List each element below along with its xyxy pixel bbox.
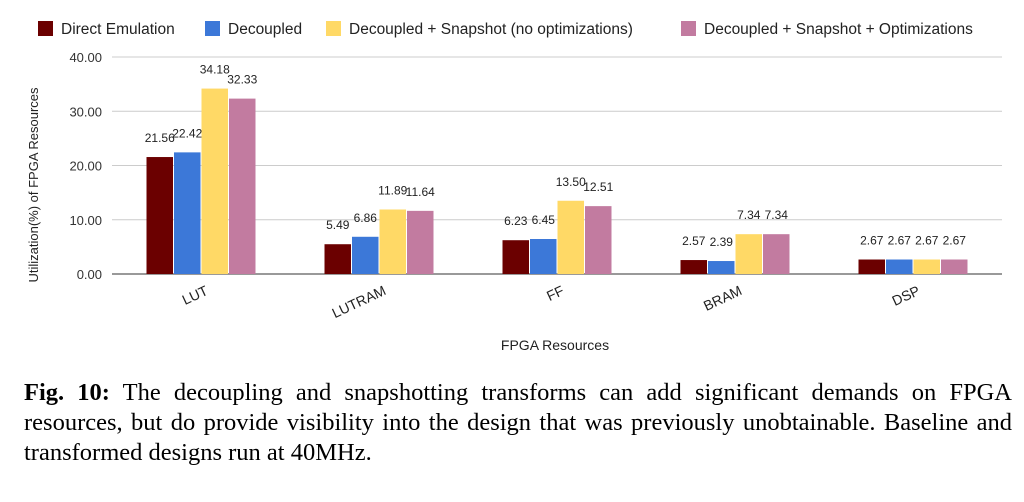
legend-swatch [205, 21, 220, 36]
bar [763, 234, 790, 274]
bar-value-label: 6.45 [532, 213, 556, 227]
bar [735, 234, 762, 274]
bar [352, 236, 379, 274]
bar-value-label: 21.56 [145, 131, 175, 145]
bar-value-label: 34.18 [200, 63, 230, 77]
bar-value-label: 7.34 [737, 208, 761, 222]
y-tick-label: 40.00 [69, 50, 102, 65]
bar-value-label: 6.86 [354, 211, 378, 225]
legend-swatch [681, 21, 696, 36]
bar-value-label: 22.42 [172, 126, 202, 140]
figure-caption: Fig. 10: The decoupling and snapshotting… [24, 378, 1012, 468]
bar [174, 152, 201, 274]
bar [229, 98, 256, 275]
bar [407, 210, 434, 274]
x-tick-label: LUTRAM [329, 282, 388, 321]
bar-value-label: 7.34 [765, 208, 789, 222]
bar-value-label: 32.33 [227, 73, 257, 87]
bar-value-label: 2.67 [915, 234, 939, 248]
bar-value-label: 2.67 [860, 234, 884, 248]
bar-value-label: 2.57 [682, 234, 706, 248]
y-axis-label: Utilization(%) of FPGA Resources [26, 87, 41, 283]
bar [858, 259, 885, 274]
y-tick-label: 30.00 [69, 104, 102, 119]
bar [708, 261, 735, 274]
x-axis-ticks: LUT LUTRAM FF BRAM DSP [180, 282, 923, 321]
bar-chart: Direct Emulation Decoupled Decoupled + Sna… [26, 21, 1002, 353]
bar-value-label: 2.67 [888, 234, 912, 248]
x-tick-label: DSP [889, 282, 922, 309]
bar-value-label: 6.23 [504, 214, 528, 228]
bar-value-label: 11.89 [378, 183, 407, 197]
legend-label: Decoupled [228, 21, 302, 38]
chart-legend: Direct Emulation Decoupled Decoupled + Sna… [38, 21, 973, 38]
bar [886, 259, 913, 274]
x-tick-label: LUT [180, 282, 211, 308]
x-axis-label: FPGA Resources [501, 337, 609, 353]
bar-value-label: 12.51 [583, 180, 613, 194]
bar [502, 240, 529, 274]
bar [680, 260, 707, 274]
bar [941, 259, 968, 274]
bar-value-label: 2.39 [710, 235, 734, 249]
y-axis-ticks: 0.00 10.00 20.00 30.00 40.00 [69, 50, 102, 282]
legend-label: Direct Emulation [61, 21, 175, 38]
bar-value-label: 5.49 [326, 218, 350, 232]
bar-value-label: 2.67 [943, 234, 967, 248]
bar [146, 157, 173, 274]
x-tick-label: BRAM [701, 282, 744, 314]
bar [530, 239, 557, 274]
bar-value-label: 11.64 [406, 185, 435, 199]
bar [324, 244, 351, 274]
bar-value-label: 13.50 [556, 175, 586, 189]
bar [585, 206, 612, 274]
bar [557, 200, 584, 274]
y-tick-label: 20.00 [69, 159, 102, 174]
y-tick-label: 10.00 [69, 213, 102, 228]
legend-swatch [38, 21, 53, 36]
bar [201, 88, 228, 274]
bar [913, 259, 940, 274]
caption-text: The decoupling and snapshotting transfor… [24, 379, 1012, 466]
chart-gridlines [112, 56, 1002, 275]
legend-label: Decoupled + Snapshot + Optimizations [704, 21, 973, 38]
figure-label: Fig. 10: [24, 379, 110, 406]
legend-swatch [326, 21, 341, 36]
bar [379, 209, 406, 274]
legend-label: Decoupled + Snapshot (no optimizations) [349, 21, 633, 38]
x-tick-label: FF [544, 282, 566, 304]
y-tick-label: 0.00 [77, 267, 102, 282]
